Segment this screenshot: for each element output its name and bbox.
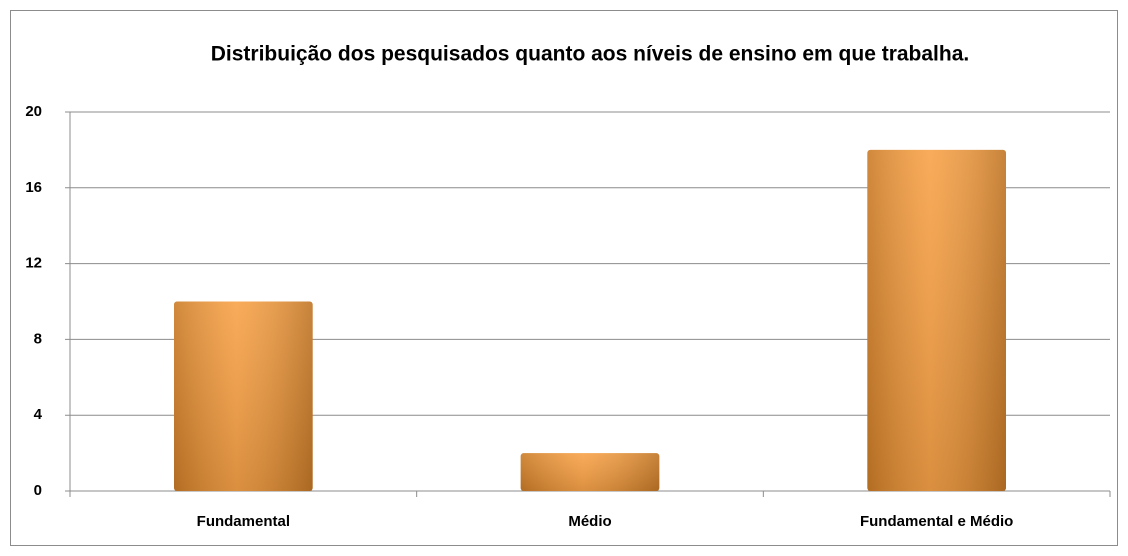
bar-shading [174, 301, 313, 491]
y-tick-label: 20 [25, 103, 42, 120]
y-tick-label: 12 [25, 255, 42, 272]
bar-shading [520, 453, 660, 491]
y-tick-label: 16 [25, 179, 42, 196]
x-tick-label: Médio [568, 513, 611, 530]
x-tick-label: Fundamental e Médio [860, 513, 1013, 530]
chart-title: Distribuição dos pesquisados quanto aos … [211, 43, 970, 66]
y-tick-label: 4 [34, 406, 43, 423]
x-tick-label: Fundamental [197, 513, 290, 530]
y-tick-label: 8 [34, 330, 42, 347]
bar-shading [867, 149, 1006, 491]
y-tick-label: 0 [34, 482, 42, 499]
